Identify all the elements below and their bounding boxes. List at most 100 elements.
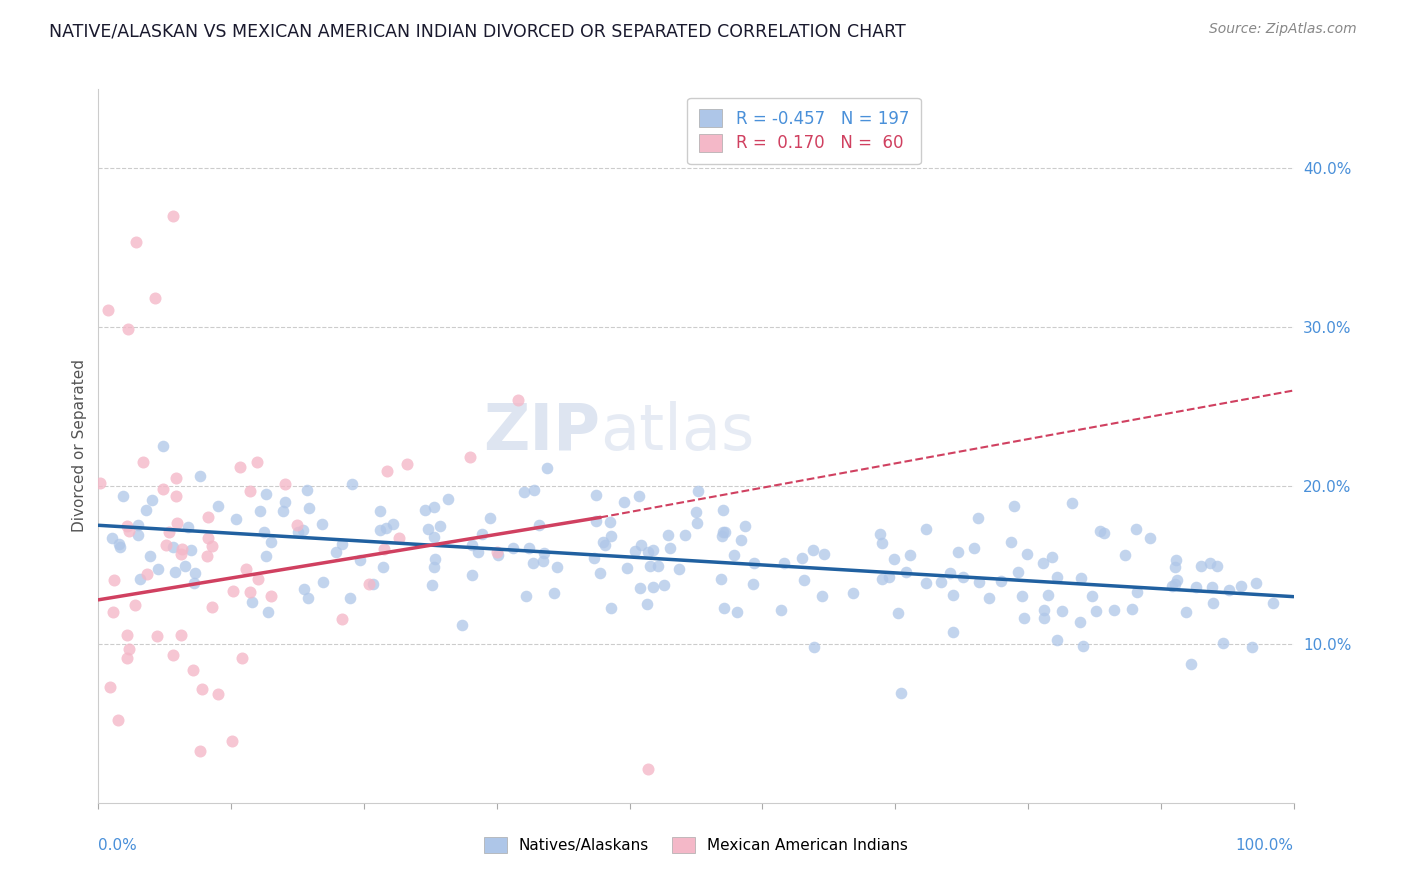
Point	[599, 600, 621, 615]
Point	[939, 566, 962, 581]
Point	[641, 542, 664, 557]
Point	[1175, 605, 1198, 619]
Point	[872, 536, 894, 550]
Point	[1092, 525, 1115, 540]
Point	[260, 589, 283, 603]
Point	[1084, 604, 1107, 618]
Point	[894, 566, 917, 580]
Point	[593, 538, 616, 552]
Point	[451, 618, 474, 632]
Point	[292, 582, 315, 597]
Point	[239, 585, 262, 599]
Point	[132, 455, 155, 469]
Point	[254, 549, 277, 563]
Point	[180, 543, 202, 558]
Point	[423, 530, 446, 544]
Point	[143, 291, 166, 305]
Point	[1244, 576, 1267, 591]
Point	[533, 546, 555, 560]
Point	[225, 511, 247, 525]
Point	[668, 562, 690, 576]
Point	[742, 556, 765, 570]
Point	[657, 528, 679, 542]
Point	[176, 519, 198, 533]
Point	[652, 578, 675, 592]
Point	[396, 458, 419, 472]
Point	[89, 476, 111, 491]
Point	[124, 598, 146, 612]
Point	[298, 501, 321, 516]
Point	[599, 515, 621, 529]
Point	[1164, 577, 1187, 591]
Point	[870, 572, 893, 586]
Point	[585, 514, 607, 528]
Point	[1045, 569, 1067, 583]
Point	[942, 588, 965, 602]
Point	[1012, 611, 1035, 625]
Point	[769, 603, 792, 617]
Point	[883, 552, 905, 566]
Point	[128, 572, 150, 586]
Point	[98, 681, 121, 695]
Point	[285, 517, 308, 532]
Y-axis label: Divorced or Separated: Divorced or Separated	[72, 359, 87, 533]
Point	[165, 471, 187, 485]
Point	[146, 629, 169, 643]
Point	[869, 527, 891, 541]
Point	[531, 554, 554, 568]
Point	[423, 559, 446, 574]
Point	[1011, 589, 1033, 603]
Point	[1201, 580, 1223, 594]
Point	[1261, 596, 1284, 610]
Point	[467, 545, 489, 559]
Point	[101, 531, 124, 545]
Text: ZIP: ZIP	[484, 401, 600, 463]
Point	[711, 503, 734, 517]
Point	[638, 558, 661, 573]
Point	[257, 605, 280, 619]
Point	[887, 607, 910, 621]
Point	[115, 650, 138, 665]
Point	[1080, 589, 1102, 603]
Point	[942, 625, 965, 640]
Point	[246, 455, 269, 469]
Point	[688, 483, 710, 498]
Point	[108, 541, 131, 555]
Point	[990, 574, 1012, 588]
Point	[170, 542, 193, 557]
Point	[1166, 573, 1188, 587]
Point	[946, 545, 969, 559]
Point	[107, 713, 129, 727]
Point	[523, 483, 546, 497]
Point	[107, 537, 129, 551]
Point	[1126, 585, 1149, 599]
Point	[254, 487, 277, 501]
Point	[1069, 615, 1091, 630]
Point	[517, 541, 540, 555]
Point	[1015, 547, 1038, 561]
Point	[627, 489, 650, 503]
Point	[374, 521, 396, 535]
Point	[127, 528, 149, 542]
Point	[730, 533, 752, 547]
Point	[349, 553, 371, 567]
Point	[1070, 571, 1092, 585]
Point	[1189, 558, 1212, 573]
Point	[1199, 556, 1222, 570]
Point	[536, 461, 558, 475]
Point	[162, 540, 184, 554]
Point	[166, 516, 188, 530]
Point	[207, 687, 229, 701]
Point	[461, 568, 484, 582]
Point	[714, 524, 737, 539]
Point	[658, 541, 681, 555]
Point	[240, 595, 263, 609]
Point	[583, 551, 606, 566]
Text: 100.0%: 100.0%	[1236, 838, 1294, 854]
Point	[274, 477, 297, 491]
Point	[312, 574, 335, 589]
Point	[188, 469, 211, 483]
Text: 0.0%: 0.0%	[98, 838, 138, 854]
Point	[188, 744, 211, 758]
Point	[274, 495, 297, 509]
